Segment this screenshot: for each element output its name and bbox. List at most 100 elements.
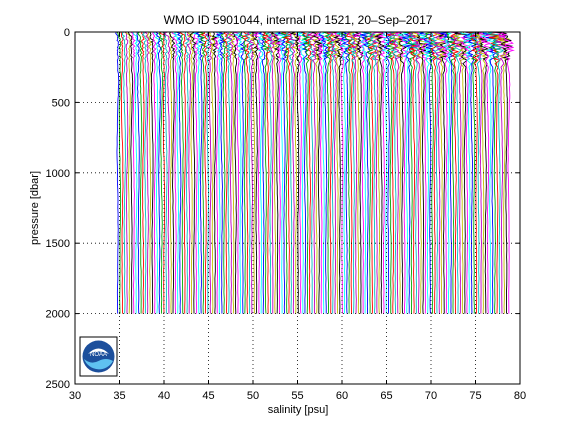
logo-wordmark: NOAA bbox=[90, 352, 107, 358]
salinity-profile-line bbox=[127, 32, 134, 314]
salinity-profile-line bbox=[394, 32, 411, 314]
salinity-profile-line bbox=[454, 32, 472, 314]
salinity-profile-line bbox=[153, 32, 159, 314]
salinity-profile-line bbox=[427, 32, 446, 314]
salinity-profile-line bbox=[136, 32, 141, 314]
salinity-profile-line bbox=[178, 32, 184, 314]
salinity-profile-line bbox=[207, 32, 216, 314]
salinity-profile-line bbox=[453, 32, 463, 314]
x-axis-label: salinity [psu] bbox=[268, 404, 329, 416]
salinity-profile-line bbox=[409, 32, 423, 314]
salinity-profile-line bbox=[365, 32, 379, 314]
salinity-profile-line bbox=[252, 32, 263, 314]
salinity-profile-line bbox=[348, 32, 362, 314]
salinity-profile-line bbox=[487, 32, 500, 314]
salinity-profile-line bbox=[340, 32, 354, 314]
salinity-profile-line bbox=[465, 32, 483, 314]
salinity-profile-line bbox=[332, 32, 344, 314]
salinity-profile-line bbox=[445, 32, 460, 314]
salinity-profile-line bbox=[155, 32, 162, 314]
salinity-profile-line bbox=[310, 32, 322, 314]
salinity-profile-line bbox=[244, 32, 254, 314]
grid-lines bbox=[75, 32, 520, 384]
salinity-profile-line bbox=[402, 32, 417, 314]
noaa-logo: NOAA bbox=[79, 336, 118, 377]
salinity-profile-line bbox=[257, 32, 265, 314]
salinity-profile-line bbox=[386, 32, 397, 314]
salinity-profile-line bbox=[402, 32, 415, 314]
salinity-profile-line bbox=[175, 32, 183, 314]
salinity-profile-line bbox=[158, 32, 164, 314]
x-tick-label: 75 bbox=[469, 390, 481, 402]
salinity-profile-line bbox=[499, 32, 515, 314]
salinity-profile-line bbox=[437, 32, 452, 314]
salinity-profile-line bbox=[393, 32, 404, 314]
salinity-profile-line bbox=[223, 32, 229, 314]
y-tick-label: 500 bbox=[52, 97, 70, 109]
salinity-profile-line bbox=[120, 32, 124, 314]
salinity-profile-line bbox=[493, 32, 509, 314]
salinity-profile-line bbox=[354, 32, 369, 314]
salinity-profile-line bbox=[365, 32, 377, 314]
salinity-profile-line bbox=[330, 32, 342, 314]
salinity-profile-line bbox=[262, 32, 272, 314]
salinity-profile-line bbox=[267, 32, 276, 314]
salinity-profile-line bbox=[124, 32, 129, 314]
salinity-profile-line bbox=[317, 32, 329, 314]
salinity-profile-line bbox=[374, 32, 390, 314]
salinity-profile-line bbox=[285, 32, 297, 314]
logo-wave-icon bbox=[84, 359, 113, 370]
salinity-profile-line bbox=[475, 32, 489, 314]
salinity-profile-line bbox=[322, 32, 333, 314]
salinity-profile-line bbox=[318, 32, 329, 314]
salinity-profile-line bbox=[326, 32, 340, 314]
x-tick-label: 80 bbox=[514, 390, 526, 402]
salinity-profile-line bbox=[189, 32, 197, 314]
salinity-profile-line bbox=[265, 32, 274, 314]
salinity-profile-line bbox=[353, 32, 364, 314]
x-tick-label: 35 bbox=[113, 390, 125, 402]
salinity-profile-line bbox=[137, 32, 143, 314]
salinity-profile-line bbox=[475, 32, 491, 314]
salinity-profile-line bbox=[301, 32, 312, 314]
y-tick-label: 0 bbox=[64, 27, 70, 39]
salinity-profile-line bbox=[234, 32, 243, 314]
salinity-profile-line bbox=[225, 32, 235, 314]
y-tick-label: 2500 bbox=[46, 379, 70, 391]
y-tick-label: 1000 bbox=[46, 168, 70, 180]
salinity-profile-line bbox=[246, 32, 256, 314]
x-tick-label: 70 bbox=[425, 390, 437, 402]
salinity-profile-line bbox=[449, 32, 466, 314]
salinity-profile-line bbox=[195, 32, 204, 314]
salinity-profile-line bbox=[302, 32, 315, 314]
salinity-profile-line bbox=[460, 32, 472, 314]
salinity-profile-line bbox=[383, 32, 395, 314]
salinity-profile-line bbox=[232, 32, 241, 314]
salinity-profile-line bbox=[346, 32, 356, 314]
salinity-profile-line bbox=[215, 32, 226, 314]
salinity-profile-line bbox=[372, 32, 383, 314]
salinity-profile-line bbox=[374, 32, 387, 314]
salinity-profile-line bbox=[164, 32, 171, 314]
salinity-profile-line bbox=[363, 32, 374, 314]
salinity-profile-line bbox=[346, 32, 361, 314]
salinity-profile-line bbox=[200, 32, 209, 314]
salinity-profile-line bbox=[149, 32, 155, 314]
salinity-profile-line bbox=[336, 32, 349, 314]
salinity-profile-line bbox=[299, 32, 309, 314]
salinity-profile-line bbox=[152, 32, 157, 314]
salinity-profile-line bbox=[436, 32, 450, 314]
x-tick-label: 45 bbox=[202, 390, 214, 402]
x-axis: 30 35 40 45 50 55 60 65 70 75 80 bbox=[69, 32, 526, 402]
salinity-profile-line bbox=[249, 32, 259, 314]
y-axis-label: pressure [dbar] bbox=[29, 171, 41, 245]
salinity-profile-line bbox=[359, 32, 371, 314]
salinity-profile-line bbox=[258, 32, 266, 314]
salinity-profile-line bbox=[359, 32, 370, 314]
salinity-profile-line bbox=[440, 32, 458, 314]
salinity-profile-line bbox=[295, 32, 306, 314]
salinity-profile-line bbox=[238, 32, 246, 314]
salinity-profile-line bbox=[291, 32, 300, 314]
salinity-profile-line bbox=[198, 32, 206, 314]
y-axis: 0 500 1000 1500 2000 2500 bbox=[46, 27, 520, 391]
